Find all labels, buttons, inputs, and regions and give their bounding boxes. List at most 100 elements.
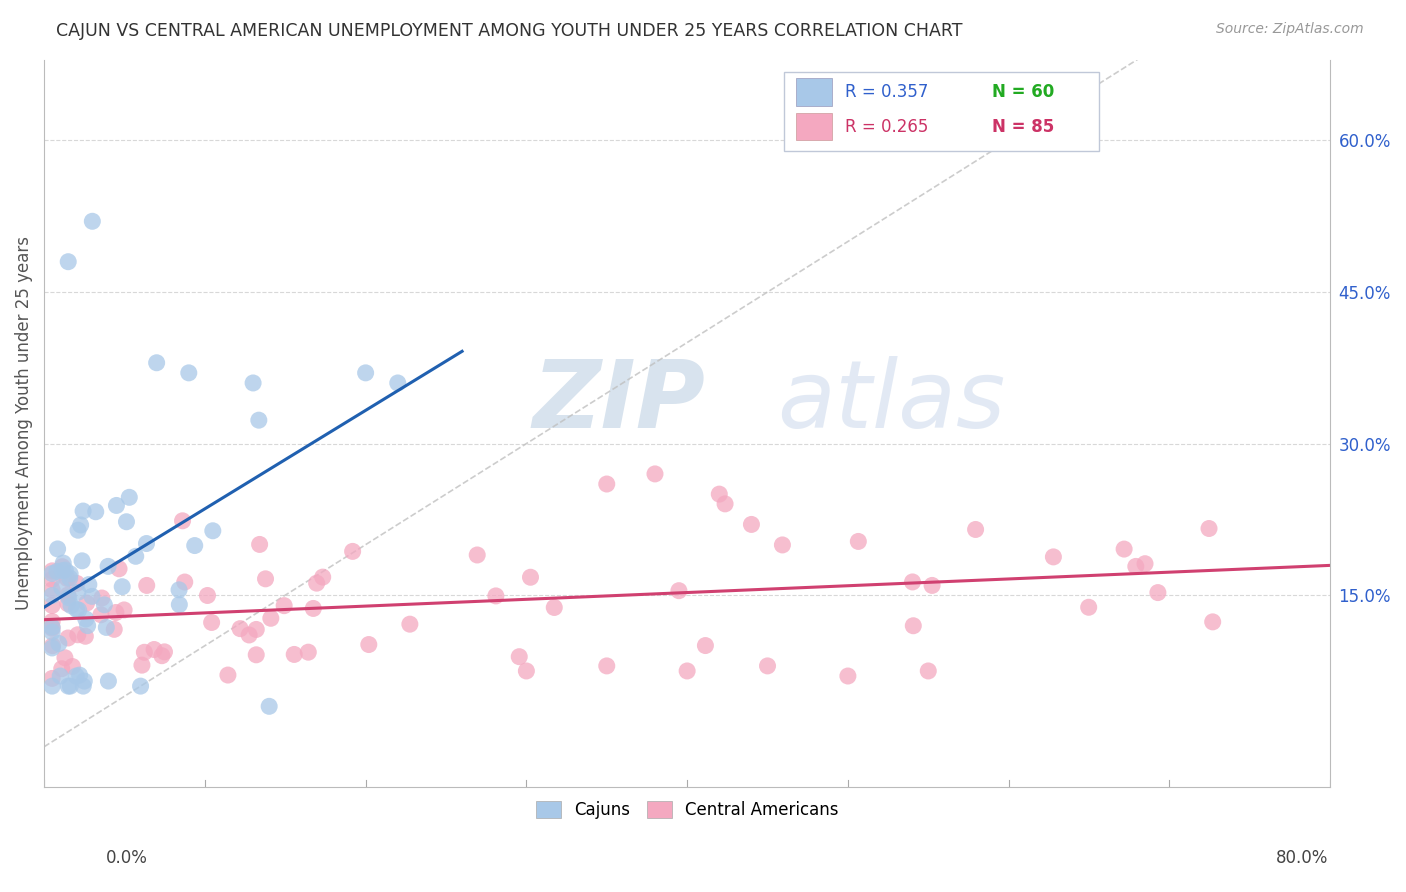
Point (917, 664, 939, 678)
Text: 80.0%: 80.0% (1277, 849, 1329, 867)
Point (66, 628, 89, 642)
Point (67, 523, 90, 537)
Point (51, 559, 73, 574)
Point (1133, 557, 1156, 571)
Point (1077, 600, 1099, 615)
Point (76, 618, 98, 632)
Point (465, 548, 488, 562)
Text: 0.0%: 0.0% (105, 849, 148, 867)
Point (217, 668, 239, 682)
Point (115, 515, 138, 529)
Point (84, 505, 107, 519)
Point (62, 659, 84, 673)
Text: R = 0.265: R = 0.265 (845, 118, 929, 136)
Point (135, 578, 157, 592)
Point (59, 566, 82, 581)
Point (183, 539, 205, 553)
Point (118, 491, 141, 505)
Point (69, 668, 91, 682)
Point (82, 214, 104, 228)
Point (41, 679, 63, 693)
Point (197, 589, 219, 603)
Text: CAJUN VS CENTRAL AMERICAN UNEMPLOYMENT AMONG YOUTH UNDER 25 YEARS CORRELATION CH: CAJUN VS CENTRAL AMERICAN UNEMPLOYMENT A… (56, 22, 963, 40)
Point (66, 585, 89, 599)
Point (105, 499, 128, 513)
Point (104, 606, 127, 620)
Point (41, 599, 63, 613)
Point (49, 669, 72, 683)
Point (56, 572, 79, 586)
Point (153, 645, 176, 659)
Point (357, 638, 380, 652)
Point (67, 603, 90, 617)
Point (111, 580, 134, 594)
Point (75, 612, 97, 626)
Point (257, 699, 280, 714)
Point (129, 679, 152, 693)
Point (58, 254, 80, 268)
Point (1147, 585, 1170, 599)
Point (229, 622, 252, 636)
Point (1202, 615, 1225, 629)
Point (519, 570, 541, 584)
Point (72, 679, 94, 693)
Point (135, 536, 157, 550)
Bar (796, 78, 832, 106)
Point (903, 619, 925, 633)
Point (770, 538, 793, 552)
Point (172, 514, 194, 528)
Point (965, 523, 987, 537)
Point (173, 575, 195, 590)
Point (41, 621, 63, 635)
Point (52, 556, 75, 570)
Point (103, 623, 125, 637)
Point (238, 628, 260, 642)
Point (167, 582, 190, 597)
Point (58, 679, 80, 693)
Y-axis label: Unemployment Among Youth under 25 years: Unemployment Among Youth under 25 years (15, 236, 32, 610)
Point (242, 376, 264, 390)
Point (46, 541, 69, 556)
Text: atlas: atlas (778, 356, 1005, 447)
Point (59, 571, 82, 585)
Point (846, 534, 869, 549)
FancyBboxPatch shape (783, 72, 1098, 151)
Point (41, 640, 63, 655)
Point (48, 636, 70, 650)
Point (676, 664, 699, 678)
Point (709, 487, 731, 501)
Point (108, 562, 131, 576)
Point (65, 669, 87, 683)
Point (41, 639, 63, 653)
Point (297, 645, 319, 659)
Point (837, 669, 859, 683)
Point (387, 376, 409, 390)
Point (247, 413, 270, 427)
Point (73, 674, 96, 689)
Text: N = 85: N = 85 (993, 118, 1054, 136)
Point (1042, 549, 1064, 564)
Point (901, 574, 924, 589)
Point (41, 672, 63, 686)
Point (41, 625, 63, 640)
Bar (796, 112, 832, 140)
Point (1125, 559, 1147, 574)
Point (53, 650, 76, 665)
Point (66, 576, 89, 591)
Point (58, 591, 80, 605)
Point (41, 620, 63, 634)
Point (90, 607, 112, 622)
Point (41, 589, 63, 603)
Point (145, 356, 167, 370)
Point (41, 582, 63, 597)
Point (150, 648, 173, 663)
Point (72, 504, 94, 518)
Point (342, 544, 364, 558)
Point (90, 591, 112, 605)
Text: Source: ZipAtlas.com: Source: ZipAtlas.com (1216, 22, 1364, 37)
Point (485, 589, 508, 603)
Point (77, 577, 100, 591)
Point (70, 554, 93, 568)
Point (312, 570, 335, 584)
Point (51, 564, 73, 578)
